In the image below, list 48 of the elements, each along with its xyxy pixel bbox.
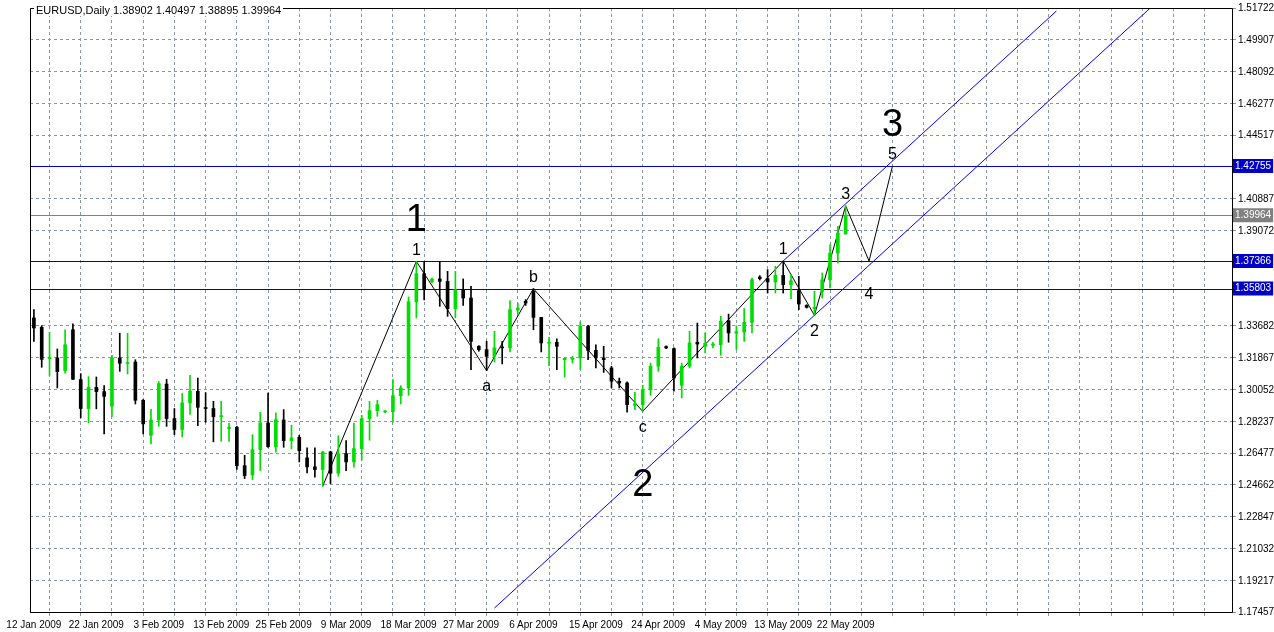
annotation: 1 (411, 240, 421, 258)
y-tick-label: 1.46277 (1238, 97, 1274, 109)
y-tick-label: 1.39072 (1238, 224, 1274, 236)
y-tick-label: 1.22847 (1238, 510, 1274, 522)
y-tick-label: 1.17457 (1238, 605, 1274, 617)
x-tick-label: 22 Jan 2009 (68, 618, 125, 630)
y-tick-label: 1.26477 (1238, 446, 1274, 458)
x-tick-label: 15 Apr 2009 (568, 618, 624, 630)
annotation: 5 (888, 145, 898, 163)
x-tick-label: 25 Feb 2009 (255, 618, 313, 630)
y-tick-label: 1.30052 (1238, 383, 1274, 395)
y-tick-label: 1.48092 (1238, 65, 1274, 77)
y-tick-label: 1.40887 (1238, 192, 1274, 204)
x-tick-label: 6 Apr 2009 (509, 618, 559, 630)
annotation: 3 (841, 185, 851, 203)
x-tick-label: 12 Jan 2009 (6, 618, 62, 630)
y-tick-label: 1.31867 (1238, 351, 1274, 363)
y-tick-label: 1.51722 (1238, 1, 1274, 13)
annotation: 2 (809, 321, 819, 339)
ref-line-label: 1.39964 (1235, 209, 1272, 221)
x-tick-label: 13 Feb 2009 (193, 618, 250, 630)
annotation: 1 (778, 240, 788, 258)
x-tick-label: 13 May 2009 (754, 618, 813, 630)
y-tick-label: 1.21032 (1238, 542, 1274, 554)
y-tick-label: 1.49907 (1238, 33, 1274, 45)
y-tick-label: 1.24662 (1238, 478, 1274, 490)
annotation: 2 (632, 461, 654, 504)
x-tick-label: 9 Mar 2009 (320, 618, 372, 630)
annotation: 3 (881, 101, 904, 144)
x-tick-label: 27 Mar 2009 (442, 618, 500, 630)
chart-title: EURUSD,Daily 1.38902 1.40497 1.38895 1.39964 (34, 4, 284, 16)
annotation: c (638, 417, 647, 435)
annotation: a (482, 377, 492, 395)
x-tick-label: 4 May 2009 (694, 618, 748, 630)
annotation: 1 (405, 196, 427, 239)
ref-line-label: 1.42755 (1235, 159, 1272, 171)
x-tick-label: 22 May 2009 (816, 618, 875, 630)
annotation: 4 (864, 285, 874, 303)
annotation: b (528, 268, 538, 286)
ref-line-label: 1.35803 (1235, 282, 1272, 294)
x-tick-label: 24 Apr 2009 (631, 618, 686, 630)
x-tick-label: 18 Mar 2009 (380, 618, 438, 630)
y-tick-label: 1.33682 (1238, 319, 1274, 331)
y-tick-label: 1.28237 (1238, 415, 1274, 427)
y-tick-label: 1.19217 (1238, 574, 1274, 586)
y-tick-label: 1.44517 (1238, 128, 1274, 140)
x-tick-label: 3 Feb 2009 (133, 618, 185, 630)
ref-line-label: 1.37366 (1235, 254, 1272, 266)
